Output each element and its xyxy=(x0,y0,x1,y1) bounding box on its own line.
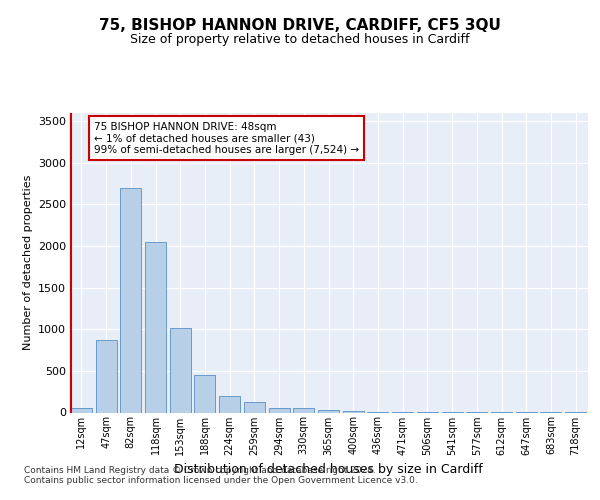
Bar xyxy=(343,411,364,412)
Bar xyxy=(293,408,314,412)
Text: 75, BISHOP HANNON DRIVE, CARDIFF, CF5 3QU: 75, BISHOP HANNON DRIVE, CARDIFF, CF5 3Q… xyxy=(99,18,501,32)
Bar xyxy=(170,328,191,412)
Bar xyxy=(269,408,290,412)
Text: Contains HM Land Registry data © Crown copyright and database right 2024.
Contai: Contains HM Land Registry data © Crown c… xyxy=(24,466,418,485)
X-axis label: Distribution of detached houses by size in Cardiff: Distribution of detached houses by size … xyxy=(174,463,483,476)
Bar xyxy=(318,410,339,412)
Text: Size of property relative to detached houses in Cardiff: Size of property relative to detached ho… xyxy=(130,32,470,46)
Bar xyxy=(244,402,265,412)
Bar xyxy=(219,396,240,412)
Text: 75 BISHOP HANNON DRIVE: 48sqm
← 1% of detached houses are smaller (43)
99% of se: 75 BISHOP HANNON DRIVE: 48sqm ← 1% of de… xyxy=(94,122,359,155)
Y-axis label: Number of detached properties: Number of detached properties xyxy=(23,175,32,350)
Bar xyxy=(194,375,215,412)
Bar xyxy=(71,408,92,412)
Bar xyxy=(120,188,141,412)
Bar xyxy=(145,242,166,412)
Bar xyxy=(95,340,116,412)
